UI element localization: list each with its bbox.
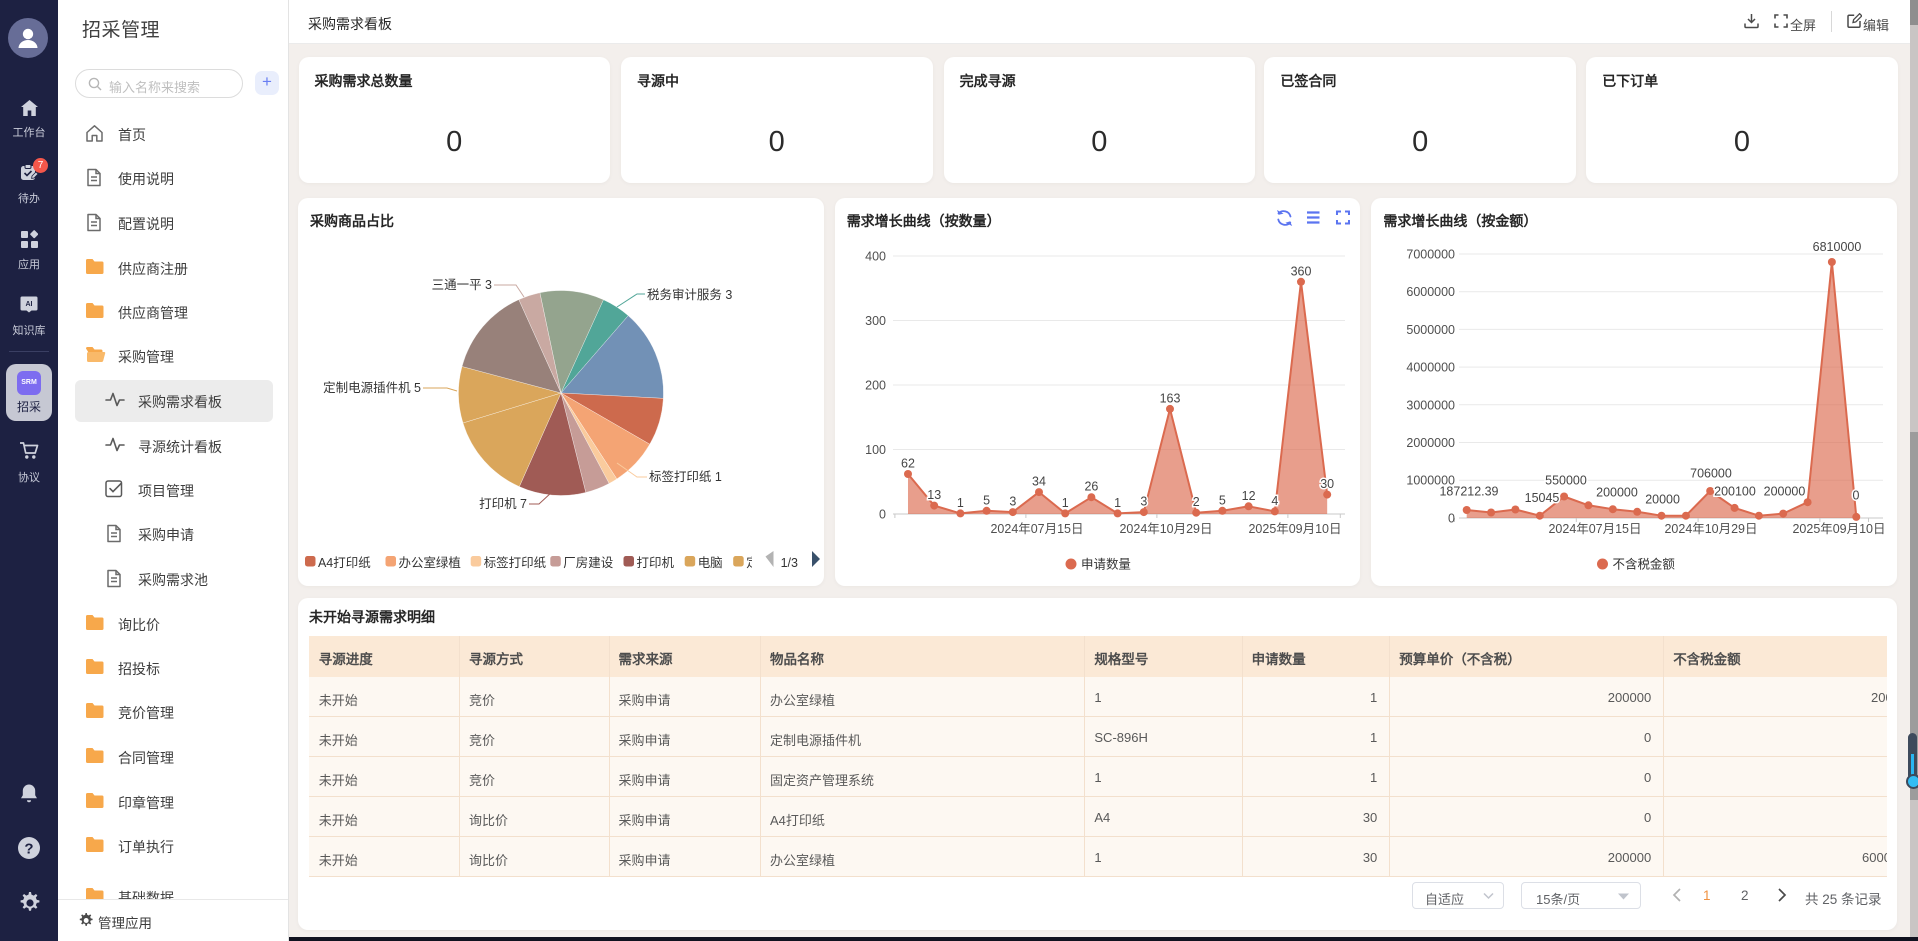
svg-text:163: 163	[1159, 391, 1180, 405]
svg-text:申请数量: 申请数量	[1081, 556, 1131, 571]
svg-text:200: 200	[865, 379, 886, 393]
svg-text:三通一平 3: 三通一平 3	[432, 278, 492, 292]
svg-text:62: 62	[901, 456, 915, 470]
svg-text:4: 4	[1271, 494, 1278, 508]
svg-text:360: 360	[1290, 264, 1311, 278]
svg-text:标签打印纸 1: 标签打印纸 1	[649, 469, 722, 484]
svg-text:5: 5	[1219, 493, 1226, 507]
svg-text:打印机: 打印机	[636, 556, 674, 570]
svg-text:1000000: 1000000	[1407, 474, 1456, 488]
svg-text:26: 26	[1084, 480, 1098, 494]
svg-text:1: 1	[1061, 496, 1068, 510]
svg-text:2025年09月10日: 2025年09月10日	[1793, 522, 1886, 536]
svg-text:5: 5	[983, 493, 990, 507]
svg-text:1/3: 1/3	[781, 556, 798, 570]
svg-text:2024年07月15日: 2024年07月15日	[1549, 522, 1642, 536]
svg-text:2000000: 2000000	[1407, 436, 1456, 450]
svg-text:0: 0	[879, 507, 886, 521]
svg-text:打印机 7: 打印机 7	[479, 497, 527, 511]
svg-text:550000: 550000	[1546, 473, 1588, 487]
svg-text:30: 30	[1320, 477, 1334, 491]
svg-text:厂房建设: 厂房建设	[563, 555, 613, 570]
svg-text:3: 3	[1140, 495, 1147, 509]
svg-text:定制电源插件机 5: 定制电源插件机 5	[323, 380, 421, 395]
svg-text:A4打印纸: A4打印纸	[318, 556, 371, 570]
svg-text:税务审计服务 3: 税务审计服务 3	[647, 287, 732, 302]
svg-text:200100: 200100	[1715, 484, 1757, 498]
svg-text:6810000: 6810000	[1813, 240, 1862, 254]
svg-text:1: 1	[1114, 496, 1121, 510]
svg-text:200000: 200000	[1764, 484, 1806, 498]
svg-text:2: 2	[1192, 495, 1199, 509]
svg-text:1: 1	[957, 496, 964, 510]
svg-text:电脑: 电脑	[698, 556, 723, 570]
svg-text:7000000: 7000000	[1407, 248, 1456, 262]
svg-text:2025年09月10日: 2025年09月10日	[1248, 522, 1341, 536]
svg-text:5000000: 5000000	[1407, 323, 1456, 337]
svg-text:标签打印纸: 标签打印纸	[484, 555, 547, 570]
svg-text:0: 0	[1448, 511, 1455, 525]
svg-text:AI: AI	[26, 301, 33, 308]
svg-text:13: 13	[927, 488, 941, 502]
svg-text:100: 100	[865, 443, 886, 457]
svg-text:2024年07月15日: 2024年07月15日	[990, 522, 1083, 536]
svg-text:办公室绿植: 办公室绿植	[398, 555, 460, 570]
svg-text:300: 300	[865, 314, 886, 328]
svg-text:?: ?	[24, 841, 33, 858]
svg-text:6000000: 6000000	[1407, 285, 1456, 299]
svg-text:2024年10月29日: 2024年10月29日	[1119, 522, 1212, 536]
svg-text:0: 0	[1853, 488, 1860, 502]
svg-text:2024年10月29日: 2024年10月29日	[1665, 522, 1758, 536]
svg-text:34: 34	[1032, 475, 1046, 489]
svg-text:187212.39: 187212.39	[1440, 484, 1499, 498]
svg-text:15045: 15045	[1525, 491, 1560, 505]
svg-text:706000: 706000	[1691, 466, 1733, 480]
svg-text:4000000: 4000000	[1407, 361, 1456, 375]
svg-text:3: 3	[1009, 495, 1016, 509]
svg-text:12: 12	[1241, 489, 1255, 503]
svg-text:3000000: 3000000	[1407, 398, 1456, 412]
svg-text:不含税金额: 不含税金额	[1613, 556, 1676, 571]
svg-text:400: 400	[865, 250, 886, 264]
svg-text:20000: 20000	[1646, 492, 1681, 506]
svg-text:200000: 200000	[1597, 485, 1639, 499]
